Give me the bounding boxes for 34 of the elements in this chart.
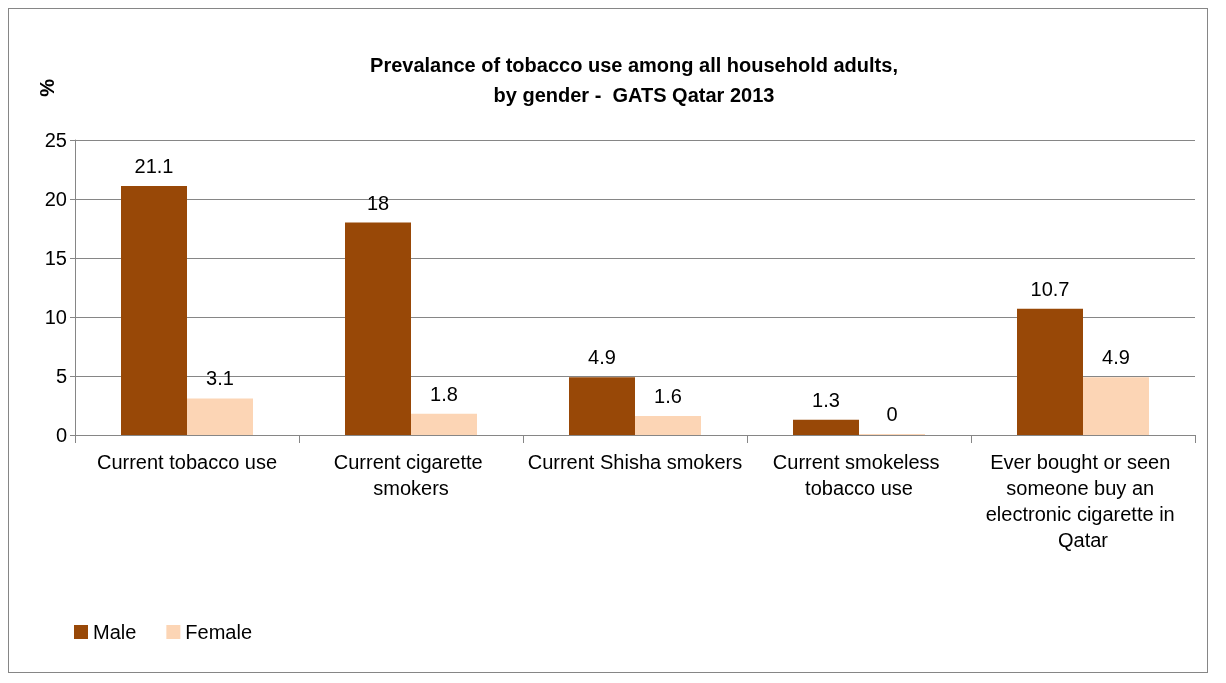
data-label: 0 [886, 403, 898, 425]
y-tick-label: 20 [44, 188, 67, 210]
bar [121, 186, 187, 435]
legend-label: Male [93, 621, 137, 643]
x-tick-label: Current smokeless tobacco use [772, 451, 946, 499]
y-tick-label: 10 [44, 306, 67, 328]
y-tick-label: 5 [55, 365, 67, 387]
data-label: 3.1 [206, 367, 234, 390]
data-label: 4.9 [1102, 346, 1130, 369]
y-tick-label: 15 [44, 247, 67, 269]
y-axis-title: % [36, 78, 58, 97]
data-label: 1.8 [430, 382, 458, 405]
data-label: 10.7 [1030, 277, 1070, 300]
bar [793, 419, 859, 435]
bar [345, 222, 411, 435]
bar [635, 416, 701, 435]
data-label: 21.1 [134, 155, 174, 178]
data-label: 1.6 [654, 385, 682, 408]
bar [1017, 308, 1083, 435]
data-label: 1.3 [812, 388, 840, 411]
bar [411, 413, 477, 435]
data-label: 18 [366, 191, 390, 214]
bar [1083, 377, 1149, 435]
x-tick-label: Current Shisha smokers [527, 451, 743, 473]
y-tick-label: 25 [44, 129, 67, 151]
x-tick-label: Current cigarette smokers [333, 451, 489, 499]
chart-title: Prevalance of tobacco use among all household adults, by gender - GATS Qatar 2013 [370, 54, 898, 106]
bar [187, 398, 253, 435]
x-tick-label: Current tobacco use [96, 451, 278, 473]
data-label: 4.9 [588, 346, 616, 369]
x-tick-label: Ever bought or seen someone buy an electronic cigarette in Qatar [985, 451, 1181, 551]
y-tick-label: 0 [55, 424, 67, 446]
legend-label: Female [185, 621, 253, 643]
bar [569, 377, 635, 435]
